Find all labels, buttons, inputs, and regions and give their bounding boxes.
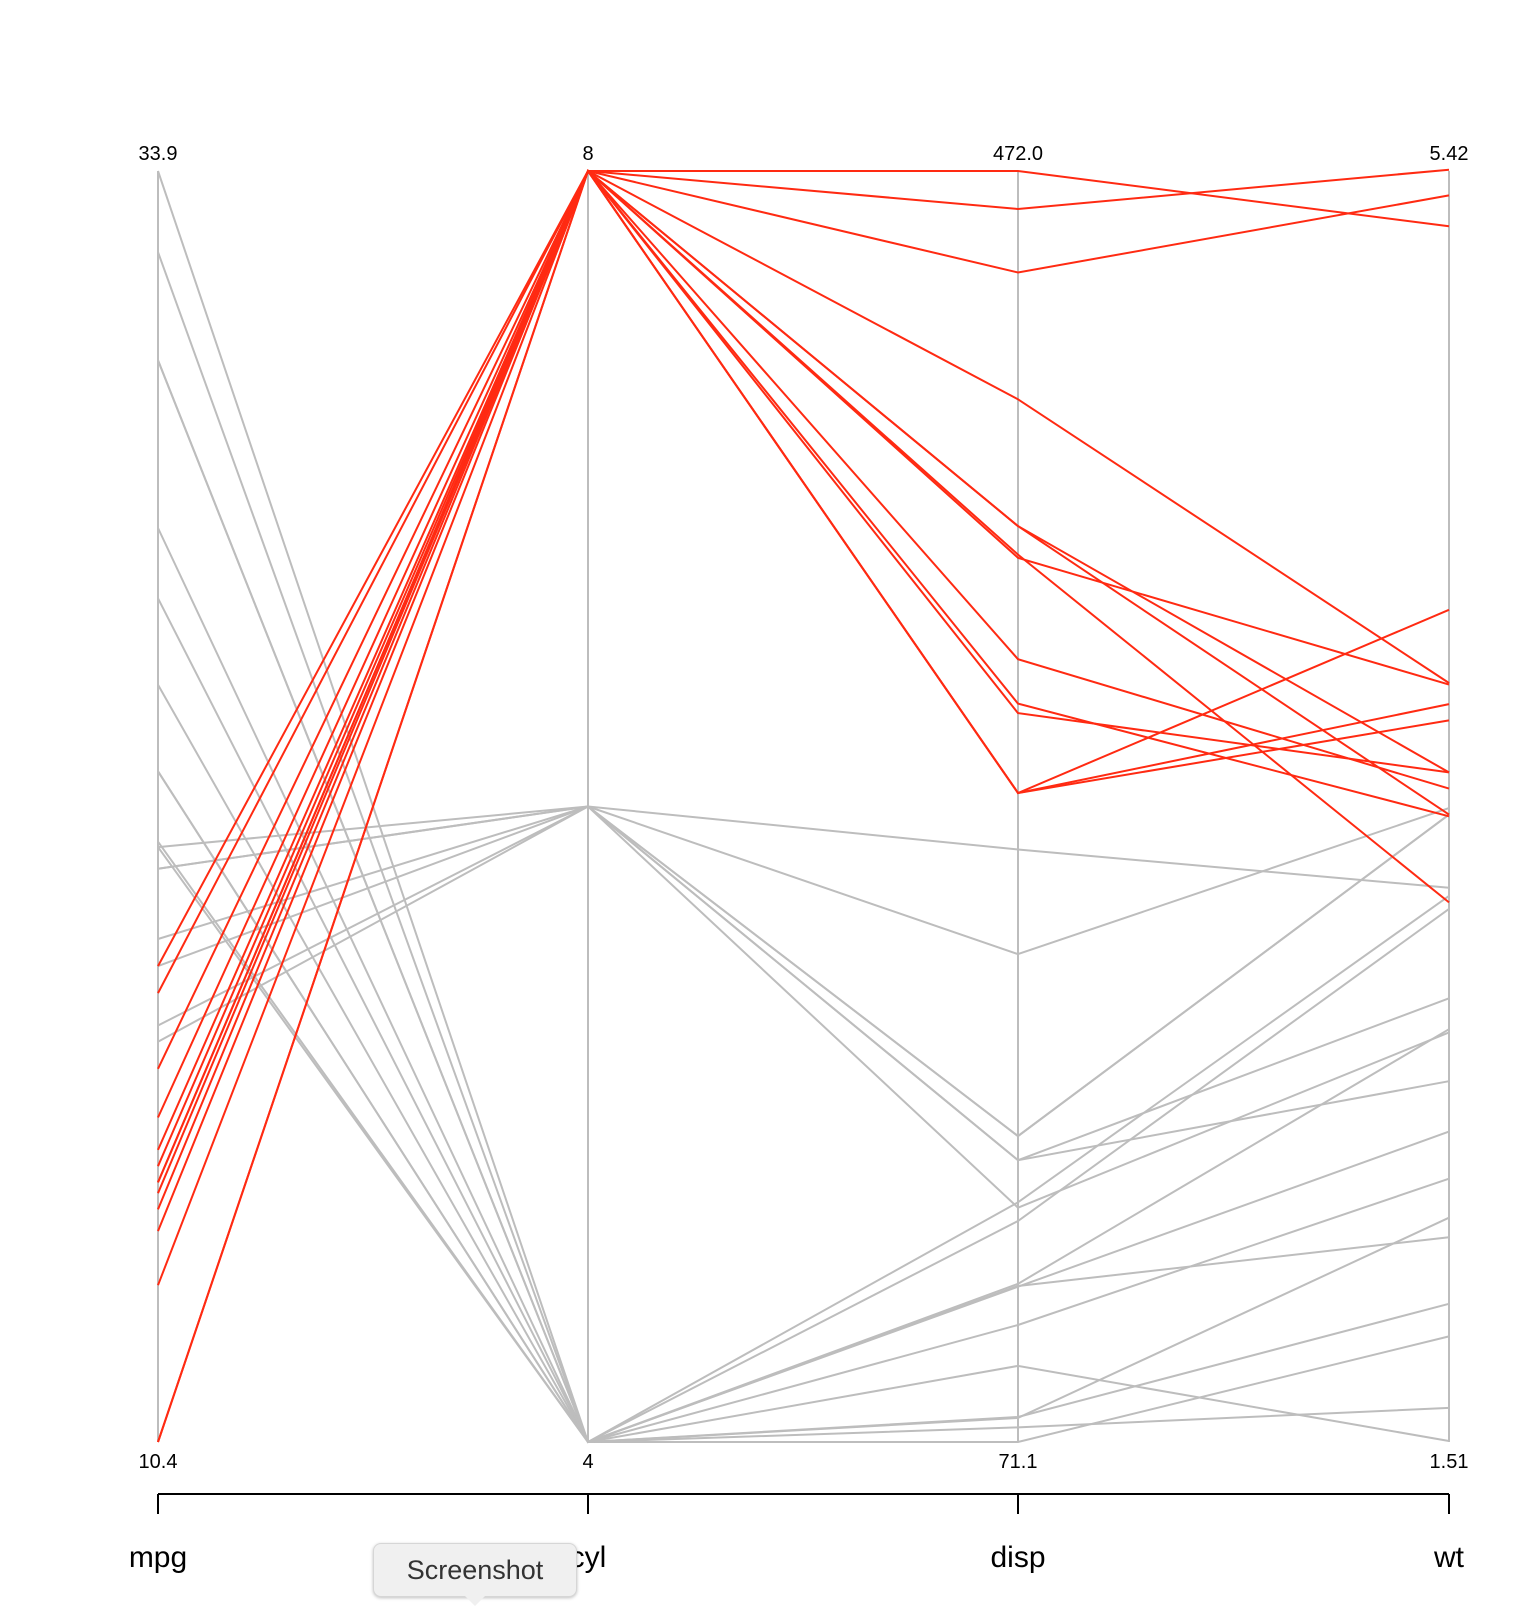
data-line-7 [157, 169, 1450, 1232]
data-line-28 [157, 359, 1450, 1444]
axis-max-label-disp: 472.0 [993, 143, 1043, 165]
tooltip-arrow [463, 1594, 487, 1606]
data-line-16 [157, 168, 1450, 1443]
data-line-29 [157, 169, 1450, 1151]
data-line-4 [157, 805, 1450, 889]
data-line-6 [157, 805, 1450, 1027]
data-line-25 [157, 169, 1450, 967]
data-line-8 [157, 684, 1450, 1444]
data-line-23 [157, 169, 1450, 1183]
bottom-axis: mpg cyl disp wt [129, 1493, 1465, 1574]
range-labels: 33.9 10.4 8 4 472.0 71.1 5.42 1.51 [139, 143, 1469, 1473]
data-line-14 [157, 168, 1450, 1183]
screenshot-tooltip: Screenshot [373, 1543, 577, 1597]
data-line-21 [157, 841, 1450, 1444]
data-line-31 [157, 169, 1450, 1194]
data-line-30 [157, 805, 1450, 1209]
axis-name-disp: disp [990, 1541, 1045, 1574]
axis-lines [157, 171, 1450, 1442]
data-line-12 [157, 168, 1450, 1118]
data-line-32 [157, 846, 1450, 1444]
data-lines [157, 168, 1450, 1444]
axis-max-label-cyl: 8 [582, 143, 593, 165]
axis-min-label-cyl: 4 [582, 1451, 593, 1473]
axis-name-wt: wt [1433, 1541, 1465, 1574]
data-line-24 [157, 169, 1450, 1286]
axis-min-label-mpg: 10.4 [139, 1451, 178, 1473]
axis-min-label-wt: 1.51 [1430, 1451, 1469, 1473]
data-line-2 [157, 805, 1450, 1162]
data-line-9 [157, 770, 1450, 1444]
data-line-13 [157, 169, 1450, 1070]
data-line-11 [157, 805, 1450, 1138]
data-line-17 [157, 169, 1450, 1210]
data-line-19 [157, 359, 1450, 1444]
axis-min-label-disp: 71.1 [999, 1451, 1038, 1473]
data-line-22 [157, 169, 1450, 1167]
axis-max-label-wt: 5.42 [1430, 143, 1469, 165]
data-line-27 [157, 597, 1450, 1444]
data-line-20 [157, 170, 1450, 1443]
data-line-26 [157, 527, 1450, 1444]
axis-name-mpg: mpg [129, 1541, 187, 1574]
data-line-15 [157, 170, 1450, 1443]
axis-max-label-mpg: 33.9 [139, 143, 178, 165]
